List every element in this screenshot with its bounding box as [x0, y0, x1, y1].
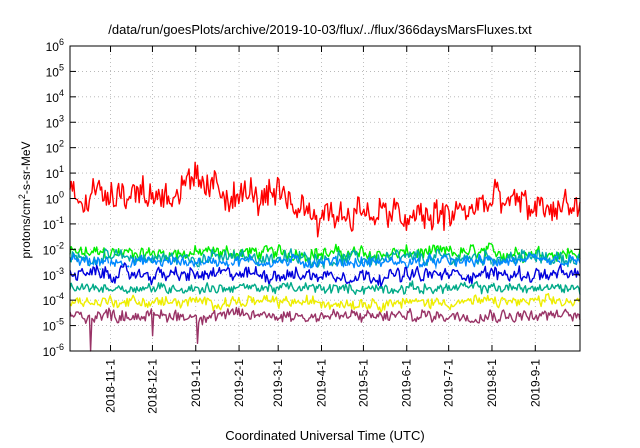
- series-line: [69, 306, 581, 352]
- y-tick-label: 10-6: [43, 342, 64, 359]
- y-tick-label: 106: [46, 37, 64, 54]
- x-tick-label: 2019-5-1: [356, 359, 370, 407]
- series-line: [69, 262, 581, 288]
- y-tick-label: 10-3: [43, 266, 64, 283]
- series-line: [69, 242, 581, 265]
- y-tick-label: 102: [46, 139, 64, 156]
- chart-title: /data/run/goesPlots/archive/2019-10-03/f…: [108, 22, 532, 37]
- y-tick-label: 10-2: [43, 240, 64, 257]
- x-axis-label: Coordinated Universal Time (UTC): [225, 428, 424, 443]
- series-line: [69, 292, 581, 313]
- y-tick-label: 104: [46, 88, 64, 105]
- y-tick-label: 105: [46, 62, 64, 79]
- y-axis: 10-6 10-5 10-4 10-3 10-2 10-1 100 101 102 103 104 1…: [43, 37, 580, 359]
- y-tick-label: 10-1: [43, 215, 64, 232]
- x-tick-label: 2019-2-1: [232, 359, 246, 407]
- x-tick-label: 2019-3-1: [271, 359, 285, 407]
- y-axis-label: protons/cm2-s-sr-MeV: [17, 141, 33, 258]
- x-tick-label: 2019-8-1: [485, 359, 499, 407]
- y-tick-label: 10-4: [43, 291, 64, 308]
- x-tick-label: 2018-11-1: [104, 359, 118, 413]
- x-tick-label: 2019-9-1: [528, 359, 542, 407]
- x-tick-label: 2019-1-1: [189, 359, 203, 407]
- series-line: [69, 161, 581, 238]
- x-tick-label: 2019-7-1: [442, 359, 456, 407]
- x-tick-label: 2018-12-1: [145, 359, 159, 414]
- y-tick-label: 10-5: [43, 317, 64, 334]
- x-tick-label: 2019-4-1: [315, 359, 329, 407]
- y-tick-label: 101: [46, 164, 64, 181]
- x-axis: 2018-11-1 2018-12-1 2019-1-1 2019-2-1 2019-3…: [104, 46, 542, 414]
- series-line: [69, 280, 581, 295]
- series-line: [69, 252, 581, 270]
- y-tick-label: 100: [46, 190, 64, 207]
- y-tick-label: 103: [46, 113, 64, 130]
- data-series-group: [69, 161, 581, 352]
- x-tick-label: 2019-6-1: [400, 359, 414, 407]
